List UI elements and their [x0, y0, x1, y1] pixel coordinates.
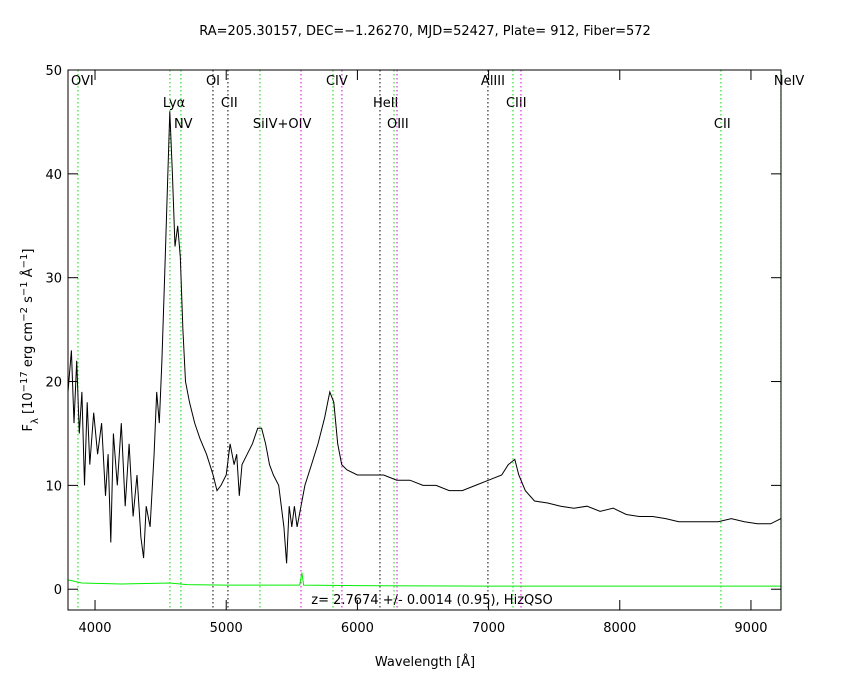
x-tick-label: 8000: [603, 621, 636, 636]
spectrum-line: [67, 572, 781, 587]
plot-frame: [67, 69, 782, 611]
line-label: NeIV: [774, 74, 805, 89]
line-label: HeII: [373, 96, 398, 111]
y-tick-label: 30: [45, 272, 62, 287]
line-label: OI: [206, 74, 220, 89]
x-tick-label: 6000: [341, 621, 374, 636]
line-label: CII: [714, 117, 731, 132]
line-label: CIII: [506, 96, 527, 111]
line-label: Lyα: [163, 96, 185, 111]
y-axis-label-part: Å: [20, 268, 36, 281]
y-axis-label-part: −2: [19, 307, 30, 322]
y-axis-label-part: λ: [30, 418, 41, 424]
line-label: CII: [221, 96, 238, 111]
line-label: CIV: [326, 74, 348, 89]
y-tick-label: 0: [54, 583, 62, 598]
y-axis-label-part: F: [21, 424, 36, 431]
y-tick-label: 50: [45, 64, 62, 79]
x-tick-label: 7000: [472, 621, 505, 636]
y-tick-label: 10: [45, 479, 62, 494]
line-label: OIII: [387, 117, 409, 132]
chart-title: RA=205.30157, DEC=−1.26270, MJD=52427, P…: [199, 24, 651, 39]
y-axis-label-part: ]: [21, 249, 36, 254]
y-tick-label: 40: [45, 168, 62, 183]
y-axis-label-part: −1: [19, 281, 30, 296]
y-axis-label-part: erg cm: [21, 322, 36, 371]
y-axis-label-part: [10: [21, 392, 36, 418]
line-label: OVI: [71, 74, 94, 89]
y-axis-label-part: −1: [19, 254, 30, 269]
line-label: NV: [174, 117, 193, 132]
x-tick-label: 5000: [210, 621, 243, 636]
x-axis-label: Wavelength [Å]: [375, 654, 475, 670]
y-tick-label: 20: [45, 376, 62, 391]
line-label: SiIV+OIV: [253, 117, 312, 132]
y-axis-label: Fλ [10−17 erg cm−2 s−1 Å−1]: [19, 249, 41, 432]
line-label: AlIII: [481, 74, 505, 89]
spectrum-line: [67, 111, 782, 564]
annotation: z= 2.7674 +/- 0.0014 (0.95), HizQSO: [311, 593, 552, 608]
y-axis-label-part: −17: [19, 371, 30, 392]
x-tick-label: 4000: [78, 621, 111, 636]
x-tick-label: 9000: [734, 621, 767, 636]
y-axis-label-part: s: [21, 296, 36, 307]
